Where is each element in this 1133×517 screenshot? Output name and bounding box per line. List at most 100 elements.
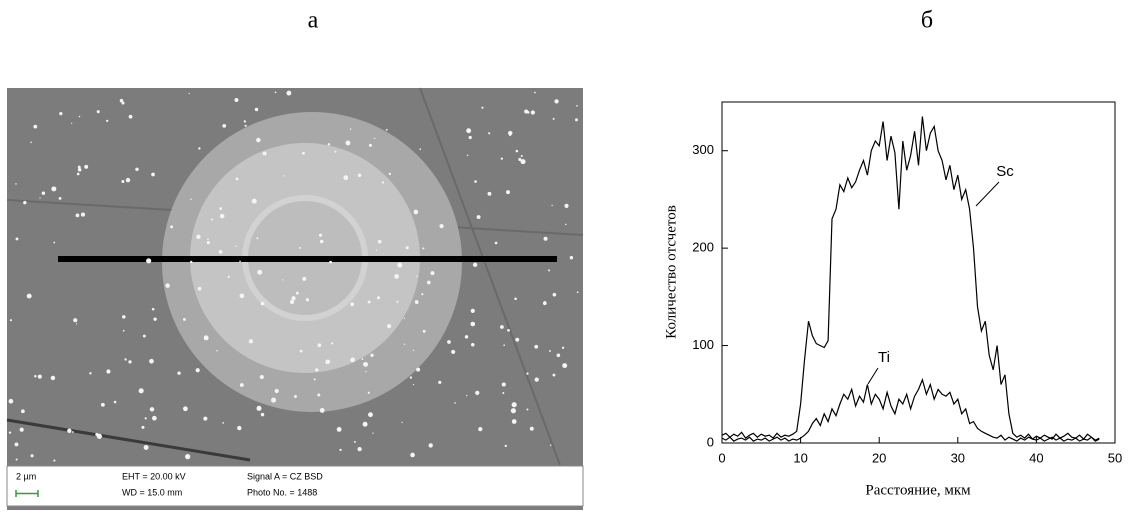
texture-dot bbox=[534, 92, 536, 94]
texture-dot bbox=[534, 345, 538, 349]
panel-label: а bbox=[308, 8, 319, 34]
texture-dot bbox=[415, 300, 419, 304]
texture-dot bbox=[416, 276, 417, 277]
texture-dot bbox=[509, 134, 511, 136]
texture-dot bbox=[219, 250, 223, 254]
y-tick-label: 200 bbox=[692, 240, 714, 255]
texture-dot bbox=[146, 258, 151, 263]
texture-dot bbox=[185, 454, 190, 459]
texture-dot bbox=[286, 91, 291, 96]
texture-dot bbox=[152, 308, 155, 311]
texture-dot bbox=[126, 178, 130, 182]
x-axis-title: Расстояние, мкм bbox=[865, 482, 971, 498]
panel-label: б bbox=[921, 8, 933, 34]
texture-dot bbox=[23, 201, 26, 204]
texture-dot bbox=[368, 412, 373, 417]
texture-dot bbox=[72, 431, 74, 433]
texture-dot bbox=[553, 118, 555, 120]
texture-dot bbox=[123, 330, 125, 332]
texture-dot bbox=[59, 197, 62, 200]
texture-dot bbox=[410, 376, 412, 378]
texture-dot bbox=[365, 371, 366, 372]
texture-dot bbox=[294, 395, 297, 398]
texture-dot bbox=[553, 374, 556, 377]
texture-dot bbox=[576, 105, 578, 107]
texture-dot bbox=[219, 207, 222, 210]
texture-dot bbox=[10, 319, 12, 321]
leader-line bbox=[868, 368, 878, 384]
texture-dot bbox=[470, 322, 475, 327]
texture-dot bbox=[466, 395, 467, 396]
texture-dot bbox=[51, 376, 55, 380]
texture-dot bbox=[296, 292, 299, 295]
texture-dot bbox=[255, 108, 258, 111]
texture-dot bbox=[207, 241, 210, 244]
texture-dot bbox=[170, 225, 173, 228]
texture-dot bbox=[141, 426, 144, 429]
texture-dot bbox=[535, 378, 539, 382]
texture-dot bbox=[15, 442, 19, 446]
texture-dot bbox=[454, 402, 456, 404]
texture-dot bbox=[439, 224, 443, 228]
texture-dot bbox=[506, 190, 510, 194]
texture-dot bbox=[30, 142, 32, 144]
texture-dot bbox=[577, 291, 579, 293]
texture-dot bbox=[122, 315, 126, 319]
series-line bbox=[722, 117, 1099, 441]
texture-dot bbox=[198, 287, 202, 291]
texture-dot bbox=[150, 407, 154, 411]
texture-dot bbox=[343, 175, 348, 180]
texture-dot bbox=[21, 409, 25, 413]
texture-dot bbox=[404, 344, 405, 345]
texture-dot bbox=[20, 428, 24, 432]
texture-dot bbox=[551, 205, 552, 206]
texture-dot bbox=[422, 247, 424, 249]
texture-dot bbox=[387, 324, 391, 328]
texture-dot bbox=[38, 375, 42, 379]
texture-dot bbox=[165, 283, 170, 288]
texture-dot bbox=[318, 343, 322, 347]
y-tick-label: 0 bbox=[707, 434, 714, 449]
texture-dot bbox=[216, 350, 218, 352]
texture-dot bbox=[42, 191, 45, 194]
texture-dot bbox=[553, 293, 557, 297]
x-tick-label: 50 bbox=[1108, 450, 1122, 465]
texture-dot bbox=[350, 128, 351, 129]
texture-dot bbox=[531, 110, 535, 114]
texture-dot bbox=[516, 150, 519, 153]
texture-dot bbox=[562, 347, 564, 349]
texture-dot bbox=[488, 192, 492, 196]
x-tick-label: 40 bbox=[1029, 450, 1043, 465]
texture-dot bbox=[376, 250, 377, 251]
texture-dot bbox=[9, 432, 11, 434]
texture-dot bbox=[495, 242, 498, 245]
texture-dot bbox=[239, 293, 244, 298]
texture-dot bbox=[203, 417, 207, 421]
texture-dot bbox=[237, 426, 241, 430]
texture-dot bbox=[430, 271, 434, 275]
texture-dot bbox=[429, 443, 433, 447]
texture-dot bbox=[271, 397, 276, 402]
texture-dot bbox=[145, 417, 147, 419]
texture-dot bbox=[372, 433, 373, 434]
texture-dot bbox=[261, 302, 265, 306]
texture-dot bbox=[76, 214, 80, 218]
texture-dot bbox=[79, 116, 81, 118]
info-text: WD = 15.0 mm bbox=[122, 487, 182, 497]
texture-dot bbox=[354, 441, 356, 443]
texture-dot bbox=[369, 144, 372, 147]
texture-dot bbox=[97, 110, 100, 113]
texture-dot bbox=[389, 173, 391, 175]
texture-dot bbox=[481, 107, 483, 109]
texture-dot bbox=[477, 215, 481, 219]
texture-dot bbox=[39, 197, 40, 198]
texture-dot bbox=[84, 165, 88, 169]
texture-dot bbox=[211, 219, 213, 221]
texture-dot bbox=[396, 301, 398, 303]
texture-dot bbox=[106, 369, 110, 373]
texture-dot bbox=[518, 158, 521, 161]
texture-dot bbox=[515, 338, 519, 342]
texture-dot bbox=[76, 323, 77, 324]
texture-dot bbox=[469, 136, 472, 139]
texture-dot bbox=[252, 199, 257, 204]
